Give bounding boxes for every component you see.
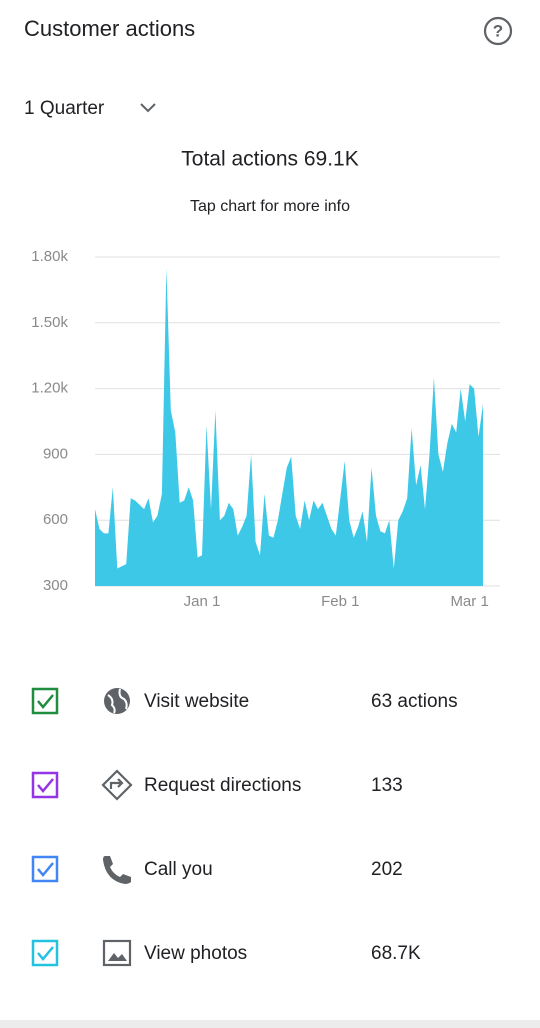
- period-selector[interactable]: 1 Quarter: [24, 98, 156, 119]
- help-glyph: ?: [493, 21, 503, 40]
- x-tick-label: Jan 1: [184, 593, 221, 610]
- action-value: 202: [371, 859, 403, 880]
- checkmark: [37, 778, 54, 793]
- chevron: [140, 103, 156, 113]
- directions-arrow: [109, 778, 124, 789]
- checkmark: [37, 862, 54, 877]
- photo-mountain: [108, 953, 127, 961]
- checkmark: [37, 946, 54, 961]
- action-row[interactable]: Request directions 133: [31, 769, 403, 801]
- action-row[interactable]: View photos 68.7K: [31, 939, 421, 967]
- action-value: 68.7K: [371, 943, 421, 964]
- chart[interactable]: 300 600 900 1.20k 1.50k 1.80k Jan 1 Feb 1 Mar 1: [31, 248, 500, 610]
- phone-icon: [103, 856, 131, 884]
- y-tick-label: 1.20k: [31, 380, 68, 397]
- checkbox[interactable]: [31, 855, 59, 883]
- checkmark: [37, 694, 54, 709]
- action-row[interactable]: Visit website 63 actions: [31, 687, 458, 715]
- action-list: Visit website 63 actions Request direction…: [31, 687, 458, 967]
- action-name: Visit website: [144, 691, 249, 712]
- period-label: 1 Quarter: [24, 98, 105, 119]
- checkbox[interactable]: [31, 939, 59, 967]
- action-name: View photos: [144, 943, 247, 964]
- y-tick-label: 1.50k: [31, 314, 68, 331]
- action-name: Call you: [144, 859, 213, 880]
- action-row[interactable]: Call you 202: [31, 855, 403, 884]
- area: [95, 268, 483, 586]
- action-value: 63 actions: [371, 691, 458, 712]
- help-icon: [483, 16, 513, 46]
- directions-icon: [101, 769, 133, 801]
- y-tick-label: 600: [43, 511, 68, 528]
- action-value: 133: [371, 775, 403, 796]
- help-button[interactable]: ?: [483, 16, 513, 46]
- action-name: Request directions: [144, 775, 301, 796]
- y-tick-label: 900: [43, 445, 68, 462]
- x-tick-label: Feb 1: [321, 593, 359, 610]
- photo-icon: [102, 939, 132, 967]
- bottom-bar: [0, 1020, 540, 1028]
- page-title: Customer actions: [24, 16, 195, 41]
- checkbox[interactable]: [31, 771, 59, 799]
- checkbox[interactable]: [31, 687, 59, 715]
- chart-subtitle: Tap chart for more info: [190, 198, 350, 215]
- chart-title: Total actions 69.1K: [181, 148, 358, 171]
- y-tick-label: 1.80k: [31, 248, 68, 265]
- globe-icon: [104, 688, 130, 714]
- x-tick-label: Mar 1: [450, 593, 488, 610]
- globe-detail: [107, 688, 128, 714]
- y-tick-label: 300: [43, 577, 68, 594]
